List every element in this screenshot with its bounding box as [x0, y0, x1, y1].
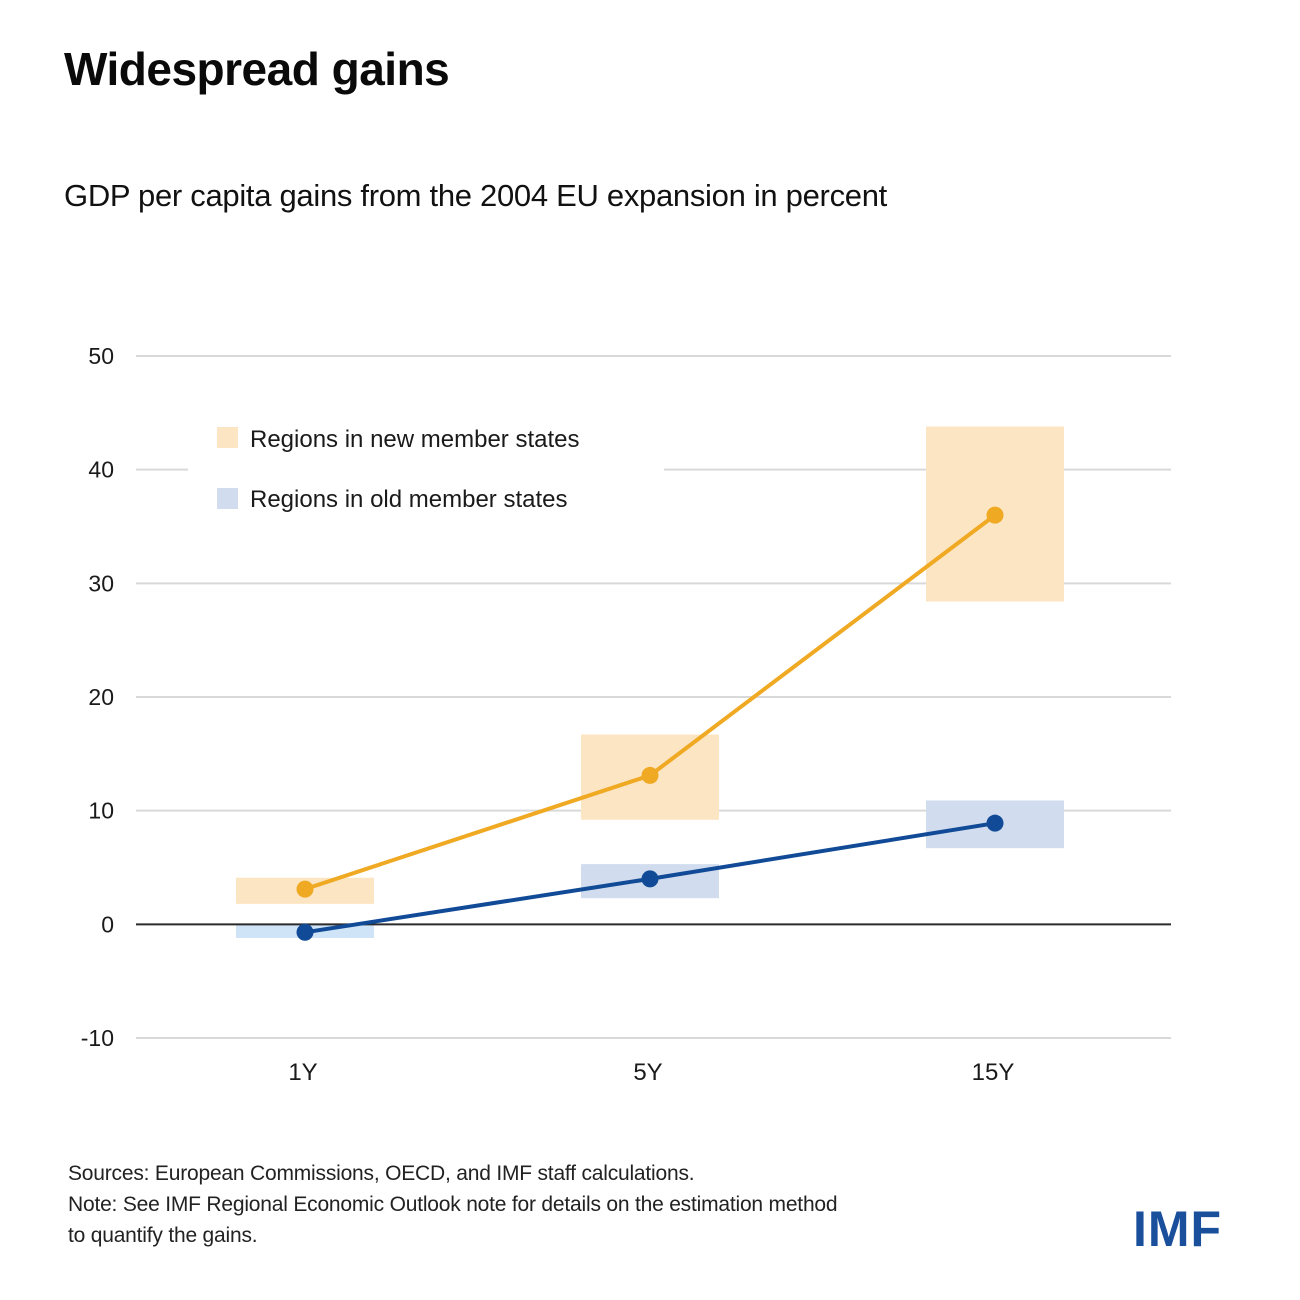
y-axis-ticks: 50 40 30 20 10 0 -10: [81, 343, 114, 1051]
y-tick-label: 40: [88, 457, 114, 483]
footnotes: Sources: European Commissions, OECD, and…: [68, 1158, 838, 1251]
y-tick-label: 0: [101, 911, 114, 937]
method-note-line-2: to quantify the gains.: [68, 1224, 258, 1247]
series-line-new-members: [304, 513, 997, 891]
y-tick-label: 30: [88, 570, 114, 596]
sources-note: Sources: European Commissions, OECD, and…: [68, 1162, 695, 1185]
chart-subtitle: GDP per capita gains from the 2004 EU ex…: [64, 178, 887, 213]
data-point-new-15Y: [986, 506, 1004, 524]
legend-swatch-old-members: [217, 488, 238, 509]
data-point-old-15Y: [986, 814, 1004, 832]
y-tick-label: -10: [81, 1025, 114, 1051]
chart-title: Widespread gains: [64, 43, 450, 95]
series-points: [296, 506, 1004, 941]
x-tick-label: 15Y: [972, 1059, 1015, 1086]
legend-background: [188, 405, 664, 530]
data-point-old-1Y: [296, 923, 314, 941]
y-tick-label: 20: [88, 684, 114, 710]
x-tick-label: 1Y: [288, 1059, 317, 1086]
data-point-new-5Y: [641, 766, 659, 784]
legend-label-new-members: Regions in new member states: [250, 426, 579, 453]
data-point-old-5Y: [641, 870, 659, 888]
method-note-line-1: Note: See IMF Regional Economic Outlook …: [68, 1193, 838, 1216]
x-tick-label: 5Y: [633, 1059, 662, 1086]
y-tick-label: 50: [88, 343, 114, 369]
imf-logo: IMF: [1133, 1201, 1223, 1257]
x-axis-ticks: 1Y 5Y 15Y: [288, 1059, 1014, 1086]
legend-label-old-members: Regions in old member states: [250, 486, 567, 513]
legend: Regions in new member states Regions in …: [188, 405, 664, 530]
y-tick-label: 10: [88, 798, 114, 824]
data-point-new-1Y: [296, 880, 314, 898]
legend-swatch-new-members: [217, 427, 238, 448]
